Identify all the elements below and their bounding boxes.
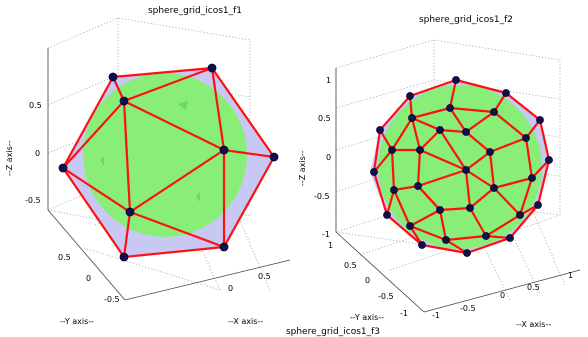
z-tick-left-1: 0 <box>35 149 40 158</box>
y-tick-right-3: -0.5 <box>378 292 394 301</box>
z-tick-right-3: -0.5 <box>314 192 330 201</box>
sphere-highlight-left-3 <box>196 192 200 202</box>
y-axis-label-left: --Y axis-- <box>60 317 94 326</box>
y-tick-right-0: 1 <box>328 241 333 250</box>
sphere-left <box>83 73 247 237</box>
plot-title-bottom: sphere_grid_icos1_f3 <box>286 327 380 337</box>
z-tick-right-2: 0 <box>326 153 331 162</box>
y-axis-label-right: --Y axis-- <box>350 313 384 322</box>
y-tick-left-1: 0 <box>86 274 91 283</box>
y-tick-left-0: 0.5 <box>58 253 71 262</box>
x-tick-right-0: -1 <box>432 311 440 320</box>
z-tick-right-4: -1 <box>322 230 330 239</box>
z-tick-left-2: -0.5 <box>25 196 41 205</box>
z-tick-left-0: 0.5 <box>29 101 42 110</box>
sphere-highlight-left <box>178 101 188 110</box>
y-tick-right-4: -1 <box>400 309 408 318</box>
plot-left: sphere_grid_icos1_f1 0.5 0 -0.5 --Z axis… <box>5 6 291 326</box>
vertices-left <box>58 63 279 262</box>
y-tick-left-2: -0.5 <box>104 295 120 304</box>
x-tick-right-4: 1 <box>568 271 573 280</box>
y-tick-right-1: 0.5 <box>344 261 357 270</box>
x-tick-left-1: 0.5 <box>258 272 271 281</box>
x-axis-label-right: --X axis-- <box>516 320 551 329</box>
z-axis-label-right: --Z axis-- <box>298 150 307 186</box>
x-tick-right-3: 0.5 <box>527 283 540 292</box>
z-tick-right-0: 1 <box>326 76 331 85</box>
z-tick-right-1: 0.5 <box>318 114 331 123</box>
sphere-highlight-left-2 <box>100 156 104 166</box>
vertices-right <box>370 76 553 257</box>
x-tick-right-2: 0 <box>500 291 505 300</box>
y-tick-right-2: 0 <box>365 276 370 285</box>
x-tick-left-0: 0 <box>228 284 233 293</box>
plot-title-right: sphere_grid_icos1_f2 <box>419 15 513 25</box>
plot-title-left: sphere_grid_icos1_f1 <box>148 6 242 16</box>
z-axis-label-left: --Z axis-- <box>5 140 14 176</box>
plot-right: sphere_grid_icos1_f2 1 0.5 0 -0.5 -1 --Z… <box>298 15 581 329</box>
x-axis-label-left: --X axis-- <box>228 317 263 326</box>
x-tick-right-1: -0.5 <box>460 304 476 313</box>
